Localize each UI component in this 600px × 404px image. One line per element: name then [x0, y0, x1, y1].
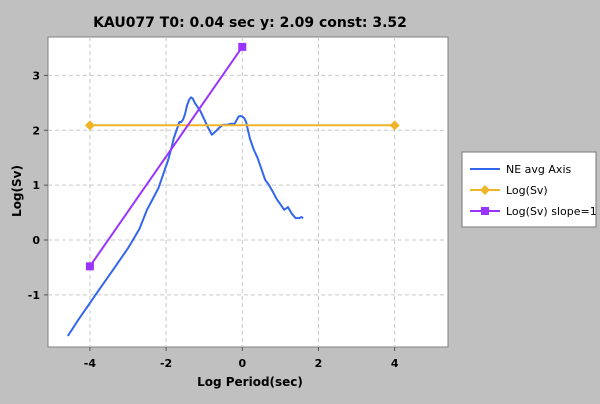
chart-title: KAU077 T0: 0.04 sec y: 2.09 const: 3.52 — [93, 15, 407, 31]
y-tick-label: 1 — [32, 179, 40, 192]
legend-label: NE avg Axis — [506, 163, 571, 176]
legend-label: Log(Sv) — [506, 184, 548, 197]
legend-label: Log(Sv) slope=1 — [506, 205, 597, 218]
plot-area — [47, 36, 449, 348]
x-tick-label: 2 — [315, 357, 323, 370]
series-line — [66, 96, 304, 337]
x-tick-label: 0 — [238, 357, 246, 370]
y-tick-label: 2 — [32, 124, 40, 137]
y-tick-label: 0 — [32, 234, 40, 247]
data-point — [389, 120, 400, 131]
legend-marker — [481, 207, 489, 215]
legend-marker — [480, 185, 490, 195]
data-point — [84, 120, 95, 131]
x-axis-label: Log Period(sec) — [197, 375, 303, 389]
y-axis-label: Log(Sv) — [10, 165, 24, 217]
y-tick-label: 3 — [32, 69, 40, 82]
y-tick-label: -1 — [28, 289, 40, 302]
x-tick-label: -2 — [160, 357, 172, 370]
data-point — [238, 42, 247, 51]
series-line — [89, 46, 244, 267]
x-tick-label: -4 — [84, 357, 97, 370]
x-tick-label: 4 — [391, 357, 399, 370]
data-point — [85, 262, 94, 271]
